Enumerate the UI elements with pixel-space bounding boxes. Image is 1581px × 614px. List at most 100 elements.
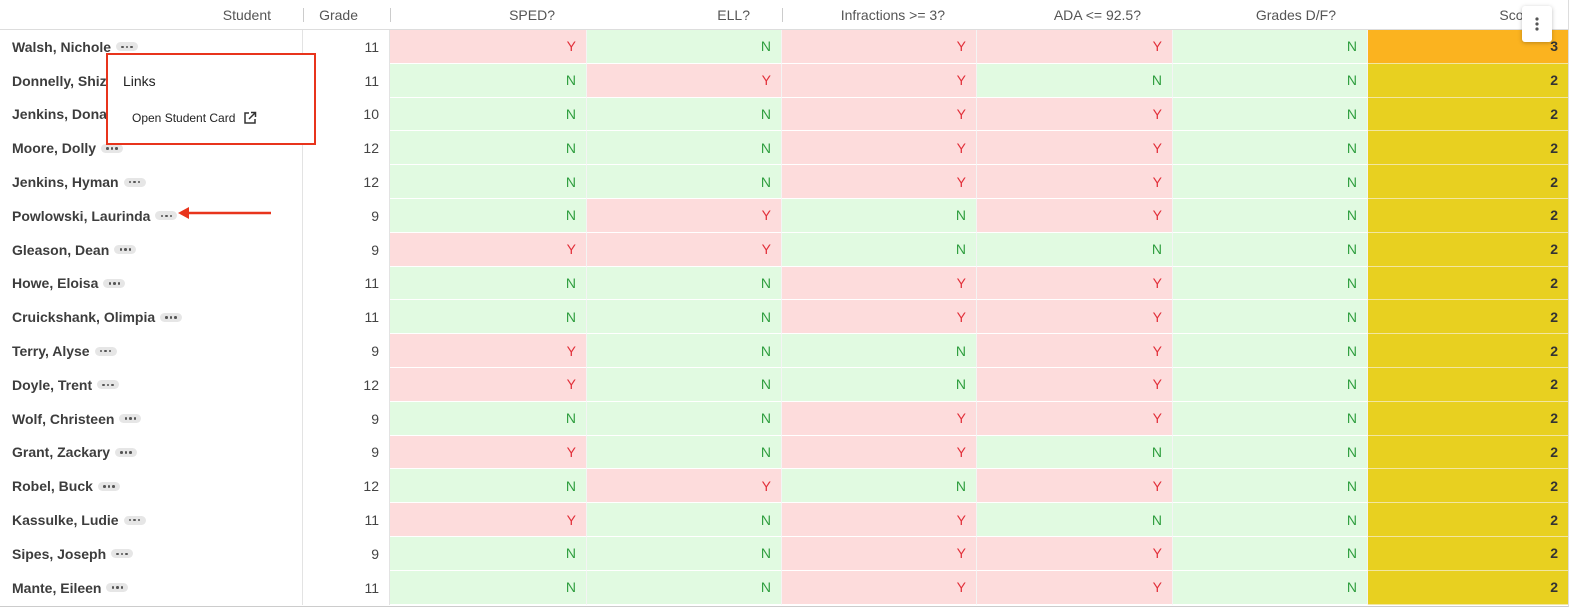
header-separator (303, 8, 304, 22)
score-cell: 2 (1368, 232, 1568, 267)
flag-cell: N (587, 570, 782, 605)
student-name-cell: Powlowski, Laurinda (0, 199, 303, 233)
flag-cell: Y (977, 131, 1173, 166)
flag-cell: N (587, 165, 782, 199)
column-header[interactable]: ELL? (587, 0, 782, 30)
row-menu-button[interactable] (115, 447, 138, 457)
flag-cell: N (587, 368, 782, 402)
row-menu-button[interactable] (97, 481, 120, 491)
flag-cell: Y (587, 63, 782, 98)
flag-cell: Y (587, 232, 782, 267)
flag-cell: Y (390, 30, 587, 64)
student-name: Jenkins, Hyman (12, 174, 119, 191)
flag-cell: Y (977, 300, 1173, 335)
grade-cell: 9 (303, 334, 390, 368)
row-menu-button[interactable] (97, 380, 120, 390)
flag-cell: N (1173, 469, 1368, 504)
grade-cell: 9 (303, 537, 390, 571)
grade-cell: 11 (303, 570, 390, 605)
flag-cell: N (587, 435, 782, 470)
flag-cell: N (587, 300, 782, 335)
flag-cell: N (782, 232, 977, 267)
student-name-cell: Grant, Zackary (0, 435, 303, 470)
column-header[interactable]: ADA <= 92.5? (977, 0, 1173, 30)
row-menu-button[interactable] (103, 278, 126, 288)
column-menu-button[interactable] (1522, 6, 1552, 42)
row-menu-button[interactable] (116, 42, 139, 52)
flag-cell: N (390, 63, 587, 98)
student-name: Donnelly, Shiz (12, 72, 107, 89)
score-cell: 2 (1368, 469, 1568, 504)
flag-cell: Y (782, 165, 977, 199)
row-menu-button[interactable] (111, 549, 134, 559)
flag-cell: N (782, 334, 977, 368)
flag-cell: N (390, 165, 587, 199)
flag-cell: N (1173, 300, 1368, 335)
flag-cell: N (587, 97, 782, 132)
grade-cell: 11 (303, 63, 390, 98)
column-header[interactable]: Student (0, 0, 303, 30)
column-header[interactable]: Infractions >= 3? (782, 0, 977, 30)
student-name: Wolf, Christeen (12, 410, 115, 427)
student-name-cell: Cruickshank, Olimpia (0, 300, 303, 335)
row-menu-button[interactable] (106, 583, 129, 593)
flag-cell: N (390, 537, 587, 571)
flag-cell: N (390, 199, 587, 233)
row-menu-button[interactable] (119, 414, 142, 424)
student-name: Cruickshank, Olimpia (12, 309, 156, 326)
row-menu-button[interactable] (155, 211, 178, 221)
header-separator (390, 8, 391, 22)
student-name-cell: Walsh, Nichole (0, 30, 303, 64)
row-menu-button[interactable] (101, 143, 124, 153)
score-cell: 2 (1368, 435, 1568, 470)
flag-cell: N (1173, 232, 1368, 267)
column-header[interactable]: Grade (303, 0, 390, 30)
row-menu-button[interactable] (160, 312, 183, 322)
student-name: Sipes, Joseph (12, 545, 107, 562)
score-cell: 2 (1368, 368, 1568, 402)
column-header[interactable]: SPED? (390, 0, 587, 30)
student-name: Doyle, Trent (12, 376, 93, 393)
flag-cell: Y (782, 401, 977, 436)
score-cell: 2 (1368, 537, 1568, 571)
flag-cell: Y (782, 63, 977, 98)
student-name: Kassulke, Ludie (12, 512, 119, 529)
student-name: Jenkins, Dona (12, 106, 107, 123)
flag-cell: Y (782, 435, 977, 470)
flag-cell: Y (977, 401, 1173, 436)
flag-cell: Y (782, 300, 977, 335)
flag-cell: Y (977, 537, 1173, 571)
score-cell: 2 (1368, 401, 1568, 436)
flag-cell: Y (587, 199, 782, 233)
student-name-cell: Doyle, Trent (0, 368, 303, 402)
external-link-icon (244, 111, 257, 124)
flag-cell: Y (977, 30, 1173, 64)
flag-cell: Y (390, 503, 587, 537)
flag-cell: N (782, 368, 977, 402)
flag-cell: N (390, 131, 587, 166)
open-student-card[interactable]: Open Student Card (132, 111, 257, 125)
flag-cell: N (587, 266, 782, 301)
header-separator (782, 8, 783, 22)
row-menu-button[interactable] (114, 245, 137, 255)
row-menu-button[interactable] (123, 515, 146, 525)
flag-cell: N (1173, 435, 1368, 470)
score-cell: 2 (1368, 334, 1568, 368)
flag-cell: Y (782, 266, 977, 301)
flag-cell: Y (782, 537, 977, 571)
grade-cell: 12 (303, 469, 390, 504)
grade-cell: 11 (303, 300, 390, 335)
flag-cell: N (390, 97, 587, 132)
flag-cell: Y (782, 30, 977, 64)
student-name: Powlowski, Laurinda (12, 207, 151, 224)
grade-cell: 9 (303, 435, 390, 470)
row-menu-button[interactable] (94, 346, 117, 356)
popup-item-label[interactable]: Open Student Card (132, 111, 236, 125)
flag-cell: N (390, 266, 587, 301)
grade-cell: 9 (303, 401, 390, 436)
row-menu-button[interactable] (123, 177, 146, 187)
column-header[interactable]: Grades D/F? (1173, 0, 1368, 30)
